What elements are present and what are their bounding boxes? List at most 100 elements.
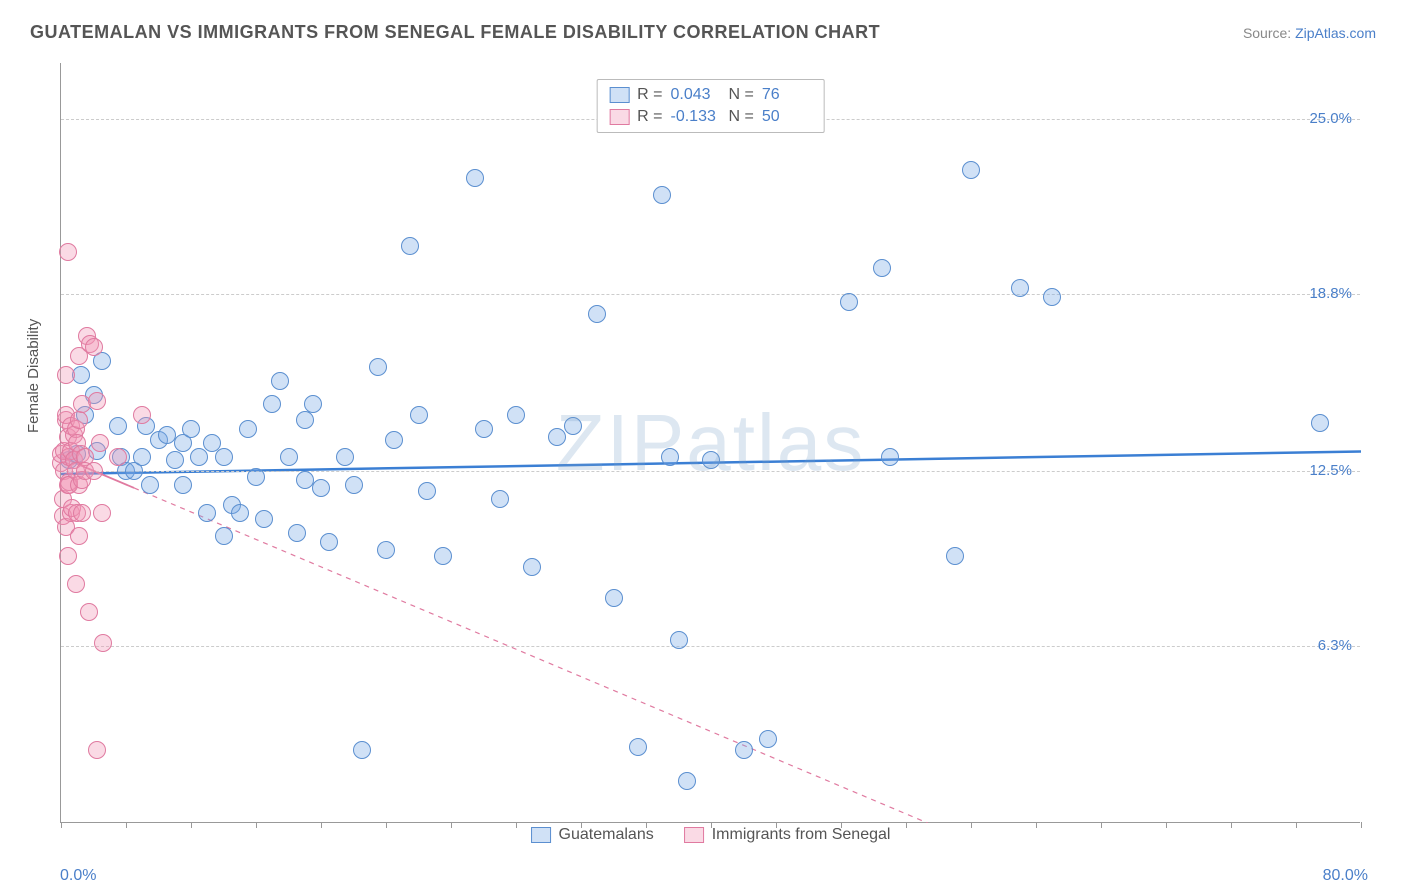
scatter-point (401, 237, 419, 255)
scatter-point (475, 420, 493, 438)
scatter-point (466, 169, 484, 187)
scatter-point (369, 358, 387, 376)
scatter-point (109, 417, 127, 435)
scatter-point (109, 448, 127, 466)
scatter-point (873, 259, 891, 277)
scatter-point (377, 541, 395, 559)
scatter-point (57, 366, 75, 384)
scatter-point (320, 533, 338, 551)
scatter-point (133, 406, 151, 424)
scatter-point (133, 448, 151, 466)
legend-r-label: R = (637, 108, 662, 126)
scatter-point (881, 448, 899, 466)
scatter-point (288, 524, 306, 542)
x-tick (321, 822, 322, 828)
legend-swatch-blue (609, 87, 629, 103)
scatter-point (491, 490, 509, 508)
y-tick-label: 25.0% (1309, 110, 1352, 127)
scatter-point (215, 448, 233, 466)
scatter-point (70, 411, 88, 429)
scatter-point (670, 631, 688, 649)
x-tick (451, 822, 452, 828)
legend-series-label-0: Guatemalans (559, 826, 654, 844)
x-tick (841, 822, 842, 828)
x-tick (1361, 822, 1362, 828)
x-tick (516, 822, 517, 828)
scatter-point (280, 448, 298, 466)
x-tick (1036, 822, 1037, 828)
source-prefix: Source: (1243, 25, 1295, 41)
scatter-point (385, 431, 403, 449)
x-axis-max-label: 80.0% (1323, 867, 1368, 885)
scatter-point (588, 305, 606, 323)
scatter-point (661, 448, 679, 466)
scatter-point (605, 589, 623, 607)
scatter-point (231, 504, 249, 522)
y-tick-label: 6.3% (1318, 637, 1352, 654)
scatter-point (263, 395, 281, 413)
legend-n-value-0: 76 (762, 86, 812, 104)
source-link[interactable]: ZipAtlas.com (1295, 25, 1376, 41)
scatter-point (735, 741, 753, 759)
legend-n-value-1: 50 (762, 108, 812, 126)
legend-series-item-0: Guatemalans (531, 826, 654, 844)
legend-series-label-1: Immigrants from Senegal (712, 826, 891, 844)
scatter-point (962, 161, 980, 179)
source-attribution: Source: ZipAtlas.com (1243, 25, 1376, 41)
scatter-point (91, 434, 109, 452)
x-tick (906, 822, 907, 828)
scatter-point (190, 448, 208, 466)
scatter-point (702, 451, 720, 469)
scatter-point (67, 575, 85, 593)
x-tick (61, 822, 62, 828)
trendlines-svg (61, 63, 1361, 823)
scatter-point (158, 426, 176, 444)
legend-swatch-pink (684, 827, 704, 843)
legend-r-label: R = (637, 86, 662, 104)
legend-n-label: N = (729, 108, 754, 126)
scatter-point (182, 420, 200, 438)
scatter-point (946, 547, 964, 565)
scatter-point (564, 417, 582, 435)
y-tick-label: 18.8% (1309, 285, 1352, 302)
watermark: ZIPatlas (556, 397, 865, 489)
legend-r-value-0: 0.043 (671, 86, 721, 104)
scatter-point (271, 372, 289, 390)
scatter-point (59, 547, 77, 565)
scatter-point (93, 504, 111, 522)
scatter-point (85, 338, 103, 356)
gridline-h (61, 294, 1360, 295)
scatter-point (336, 448, 354, 466)
x-tick (646, 822, 647, 828)
scatter-point (70, 527, 88, 545)
legend-swatch-pink (609, 109, 629, 125)
y-tick-label: 12.5% (1309, 462, 1352, 479)
x-tick (256, 822, 257, 828)
scatter-point (296, 411, 314, 429)
x-tick (191, 822, 192, 828)
scatter-point (85, 462, 103, 480)
legend-swatch-blue (531, 827, 551, 843)
scatter-point (88, 741, 106, 759)
x-tick (776, 822, 777, 828)
y-axis-label: Female Disability (25, 319, 42, 433)
scatter-point (88, 392, 106, 410)
scatter-point (353, 741, 371, 759)
scatter-point (215, 527, 233, 545)
gridline-h (61, 646, 1360, 647)
scatter-point (80, 603, 98, 621)
scatter-point (304, 395, 322, 413)
x-tick (1296, 822, 1297, 828)
scatter-point (174, 476, 192, 494)
scatter-point (59, 243, 77, 261)
plot-area: ZIPatlas R = 0.043 N = 76 R = -0.133 N =… (60, 63, 1360, 823)
scatter-point (410, 406, 428, 424)
x-tick (711, 822, 712, 828)
scatter-point (840, 293, 858, 311)
x-tick (971, 822, 972, 828)
legend-r-value-1: -0.133 (671, 108, 721, 126)
chart-header: GUATEMALAN VS IMMIGRANTS FROM SENEGAL FE… (0, 0, 1406, 53)
scatter-point (94, 634, 112, 652)
legend-stats-row-1: R = -0.133 N = 50 (609, 106, 812, 128)
scatter-point (523, 558, 541, 576)
